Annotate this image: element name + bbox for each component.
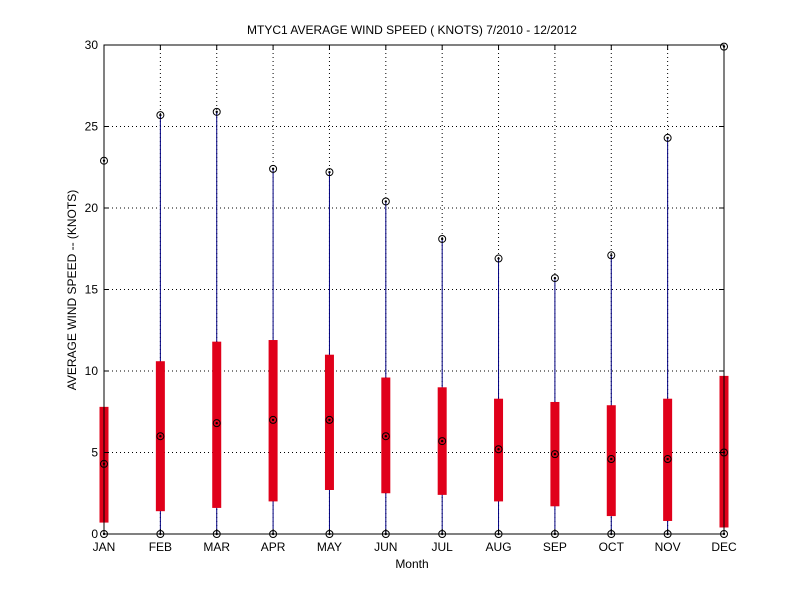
median-marker-dot xyxy=(666,457,669,461)
y-tick-label: 10 xyxy=(85,364,99,378)
max-marker xyxy=(325,168,334,177)
median-marker xyxy=(325,415,334,424)
max-marker xyxy=(381,197,390,206)
median-marker xyxy=(494,445,503,454)
x-tick-label: AUG xyxy=(486,540,512,554)
box-apr xyxy=(268,164,278,538)
grid xyxy=(104,45,724,534)
max-marker-dot xyxy=(553,276,557,280)
box-mar xyxy=(212,107,222,538)
x-tick-label: JUL xyxy=(432,540,454,554)
max-marker-dot xyxy=(610,254,613,257)
median-marker xyxy=(438,437,447,446)
max-marker xyxy=(212,107,221,116)
median-marker-dot xyxy=(440,439,444,443)
max-marker-dot xyxy=(440,237,444,241)
max-marker xyxy=(156,111,165,120)
box-jun xyxy=(381,197,391,538)
box-aug xyxy=(494,254,504,538)
max-marker-dot xyxy=(384,200,388,203)
y-tick-label: 25 xyxy=(85,120,99,134)
max-marker-dot xyxy=(215,110,218,114)
x-tick-label: APR xyxy=(261,540,286,554)
y-axis-label: AVERAGE WIND SPEED -- (KNOTS) xyxy=(65,190,79,390)
max-marker-dot xyxy=(159,113,162,117)
median-marker xyxy=(156,432,165,441)
y-tick-label: 15 xyxy=(85,283,99,297)
median-marker xyxy=(269,415,278,424)
x-tick-label: DEC xyxy=(711,540,737,554)
median-marker-dot xyxy=(497,448,500,451)
median-marker-dot xyxy=(215,421,218,425)
y-tick-label: 0 xyxy=(91,527,98,541)
median-marker xyxy=(663,455,672,464)
max-marker xyxy=(663,133,672,142)
median-marker-dot xyxy=(553,452,557,456)
y-tick-label: 20 xyxy=(85,201,99,215)
x-tick-label: FEB xyxy=(149,540,172,554)
x-tick-label: MAY xyxy=(317,540,342,554)
median-marker xyxy=(381,432,390,441)
median-marker-dot xyxy=(328,418,331,422)
max-marker xyxy=(550,274,559,283)
box-feb xyxy=(155,111,165,538)
box-nov xyxy=(663,133,673,538)
box-jul xyxy=(437,234,447,538)
median-marker xyxy=(607,455,616,464)
max-marker-dot xyxy=(497,257,500,260)
plot-frame xyxy=(103,44,725,535)
x-tick-label: SEP xyxy=(543,540,567,554)
max-marker xyxy=(269,164,278,173)
y-tick-label: 30 xyxy=(85,38,99,52)
x-tick-label: JAN xyxy=(93,540,116,554)
median-marker xyxy=(550,450,559,459)
max-marker xyxy=(607,251,616,260)
ticks: 0 5 10 15 20 25 30 JAN FEB MAR APR MAY JUN JUL AUG SEP O… xyxy=(85,38,737,554)
max-marker xyxy=(438,234,447,243)
box-sep xyxy=(550,274,560,538)
y-tick-label: 5 xyxy=(91,446,98,460)
median-marker-dot xyxy=(159,435,162,438)
x-tick-label: JUN xyxy=(374,540,397,554)
box-iqr xyxy=(324,354,334,490)
chart-title: MTYC1 AVERAGE WIND SPEED ( KNOTS) 7/2010… xyxy=(247,23,577,37)
median-marker xyxy=(212,419,221,428)
median-marker-dot xyxy=(271,418,275,422)
x-tick-label: NOV xyxy=(655,540,681,554)
max-marker xyxy=(494,254,503,263)
x-axis-label: Month xyxy=(395,557,428,571)
box-may xyxy=(324,168,334,538)
median-marker-dot xyxy=(610,457,613,461)
x-tick-label: MAR xyxy=(203,540,230,554)
median-marker-dot xyxy=(384,435,388,438)
box-iqr xyxy=(212,341,222,508)
max-marker-dot xyxy=(666,136,669,140)
box-iqr xyxy=(606,405,616,517)
max-marker-dot xyxy=(271,167,275,171)
max-marker-dot xyxy=(328,170,331,174)
box-oct xyxy=(606,251,616,538)
boxes xyxy=(99,42,729,538)
x-tick-label: OCT xyxy=(599,540,625,554)
